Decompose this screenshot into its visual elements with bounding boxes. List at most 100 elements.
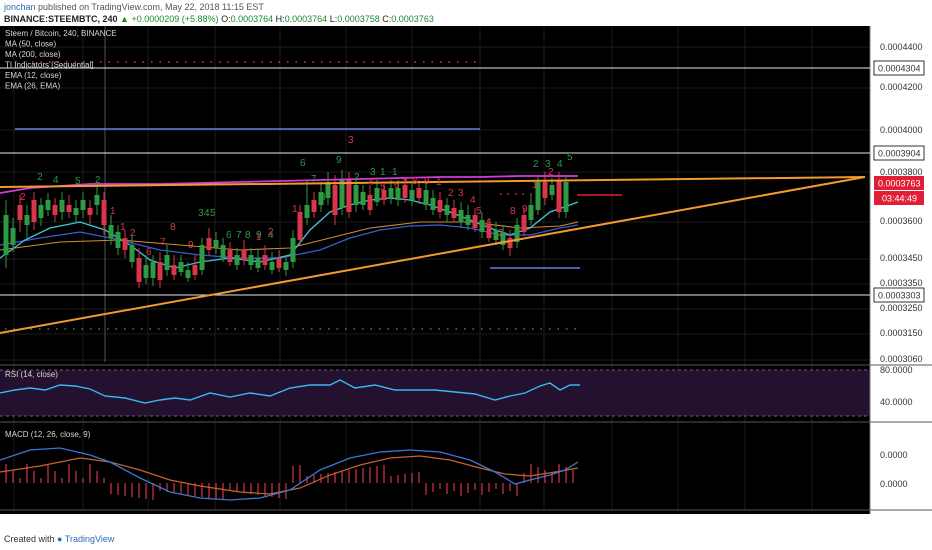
candle-body[interactable]	[241, 250, 247, 260]
macd-signal-line[interactable]	[0, 455, 579, 495]
candle-body[interactable]	[458, 210, 464, 222]
candle-body[interactable]	[304, 205, 310, 218]
candle-body[interactable]	[94, 195, 100, 205]
candle-body[interactable]	[31, 200, 37, 222]
candle-body[interactable]	[318, 192, 324, 205]
legend-item-3[interactable]: TI Indicators [Sequential]	[5, 61, 94, 70]
candle-body[interactable]	[374, 188, 380, 202]
candle-body[interactable]	[17, 205, 23, 220]
candle-body[interactable]	[199, 245, 205, 270]
ma200-line[interactable]	[0, 175, 578, 194]
candle-body[interactable]	[178, 262, 184, 272]
triangle-upper-trendline[interactable]	[0, 176, 866, 188]
candle-body[interactable]	[542, 182, 548, 198]
candle-body[interactable]	[402, 185, 408, 198]
candle-body[interactable]	[339, 180, 345, 208]
candle-body[interactable]	[465, 215, 471, 225]
candle-body[interactable]	[227, 250, 233, 262]
candle-body[interactable]	[507, 238, 513, 248]
candle-body[interactable]	[367, 195, 373, 210]
candle-body[interactable]	[10, 228, 16, 245]
candle-body[interactable]	[472, 215, 478, 228]
candle-body[interactable]	[255, 258, 261, 268]
tradingview-link[interactable]: TradingView	[64, 534, 115, 544]
candle-body[interactable]	[549, 185, 555, 195]
rsi-label[interactable]: RSI (14, close)	[5, 370, 58, 379]
candle-body[interactable]	[24, 215, 30, 225]
candle-body[interactable]	[283, 262, 289, 270]
author-link[interactable]: jonchan	[4, 2, 36, 12]
candle-body[interactable]	[115, 232, 121, 248]
candle-body[interactable]	[164, 255, 170, 270]
candle-body[interactable]	[101, 200, 107, 225]
candle-body[interactable]	[38, 205, 44, 218]
candle-body[interactable]	[563, 182, 569, 212]
legend-item-4[interactable]: EMA (12, close)	[5, 71, 62, 80]
candle-body[interactable]	[213, 240, 219, 248]
candle-body[interactable]	[52, 205, 58, 215]
candle-body[interactable]	[514, 225, 520, 242]
candle-body[interactable]	[220, 245, 226, 258]
candle-body[interactable]	[192, 265, 198, 275]
candle-body[interactable]	[444, 205, 450, 215]
candle-body[interactable]	[325, 182, 331, 198]
candle-body[interactable]	[521, 215, 527, 232]
candle-body[interactable]	[486, 225, 492, 238]
candle-body[interactable]	[451, 208, 457, 218]
macd-line[interactable]	[0, 447, 579, 501]
candle-body[interactable]	[528, 205, 534, 220]
candle-body[interactable]	[360, 192, 366, 205]
candle-body[interactable]	[430, 198, 436, 210]
candle-body[interactable]	[353, 185, 359, 205]
candle-body[interactable]	[381, 190, 387, 200]
candle-body[interactable]	[479, 220, 485, 232]
candle-body[interactable]	[556, 180, 562, 212]
candle-body[interactable]	[234, 255, 240, 265]
candle-body[interactable]	[66, 205, 72, 212]
triangle-lower-trendline[interactable]	[0, 176, 866, 334]
candle-body[interactable]	[346, 180, 352, 212]
candle-body[interactable]	[332, 185, 338, 215]
candle-body[interactable]	[129, 245, 135, 262]
candle-body[interactable]	[59, 200, 65, 212]
candle-body[interactable]	[423, 190, 429, 205]
candlestick-series[interactable]	[3, 170, 569, 288]
candle-body[interactable]	[262, 255, 268, 265]
candle-body[interactable]	[171, 265, 177, 275]
candle-body[interactable]	[150, 262, 156, 278]
indicator-legend[interactable]: Steem / Bitcoin, 240, BINANCE MA (50, clo…	[5, 29, 117, 91]
legend-item-0[interactable]: Steem / Bitcoin, 240, BINANCE	[5, 29, 117, 38]
legend-item-1[interactable]: MA (50, close)	[5, 40, 56, 49]
candle-body[interactable]	[416, 188, 422, 198]
candle-body[interactable]	[395, 188, 401, 200]
candle-body[interactable]	[535, 182, 541, 210]
candle-body[interactable]	[297, 212, 303, 240]
rsi-line[interactable]	[0, 379, 580, 404]
candle-body[interactable]	[500, 232, 506, 245]
candle-body[interactable]	[493, 230, 499, 240]
candle-body[interactable]	[290, 238, 296, 262]
legend-item-5[interactable]: EMA (26, EMA)	[5, 82, 60, 91]
candle-body[interactable]	[80, 200, 86, 210]
macd-label[interactable]: MACD (12, 26, close, 9)	[5, 430, 91, 439]
candle-body[interactable]	[311, 200, 317, 212]
candle-body[interactable]	[437, 200, 443, 212]
candle-body[interactable]	[388, 188, 394, 198]
candle-body[interactable]	[3, 215, 9, 255]
candle-body[interactable]	[248, 255, 254, 265]
candle-body[interactable]	[143, 265, 149, 278]
candle-body[interactable]	[185, 270, 191, 278]
candle-body[interactable]	[206, 238, 212, 250]
candle-body[interactable]	[157, 262, 163, 280]
legend-item-2[interactable]: MA (200, close)	[5, 50, 61, 59]
candle-body[interactable]	[269, 262, 275, 270]
candle-body[interactable]	[45, 200, 51, 210]
candle-body[interactable]	[73, 208, 79, 215]
candle-body[interactable]	[122, 238, 128, 250]
candle-body[interactable]	[276, 258, 282, 268]
candle-body[interactable]	[409, 190, 415, 200]
candle-body[interactable]	[108, 225, 114, 238]
candle-body[interactable]	[87, 208, 93, 215]
candle-body[interactable]	[136, 258, 142, 282]
